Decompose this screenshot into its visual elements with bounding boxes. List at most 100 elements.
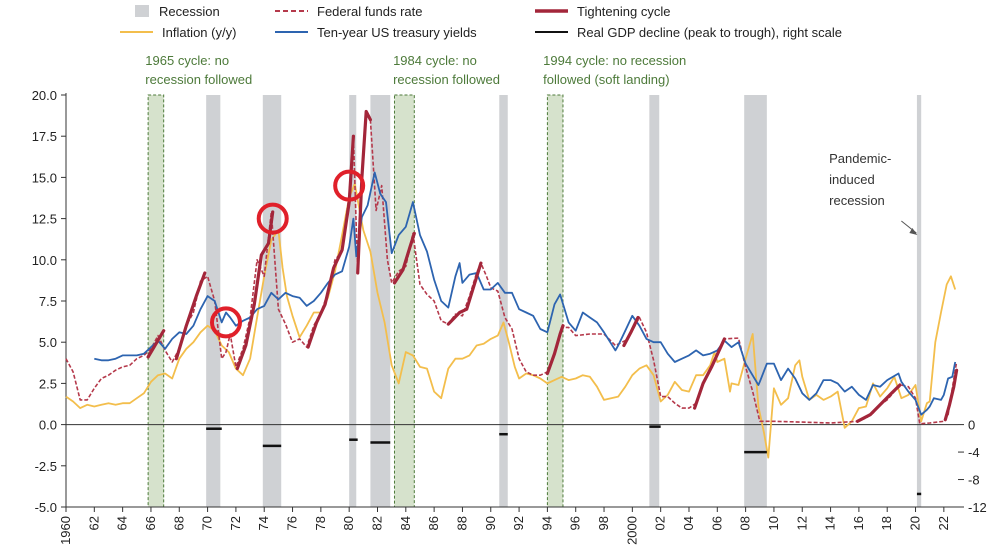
tightening-segment <box>174 271 207 361</box>
x-tick-label: 18 <box>879 516 894 530</box>
x-tick-label: 22 <box>936 516 951 530</box>
x-tick-label: 80 <box>341 516 356 530</box>
x-tick-label: 90 <box>483 516 498 530</box>
x-tick-label: 14 <box>823 516 838 530</box>
x-tick-label: 06 <box>709 516 724 530</box>
x-tick-label: 16 <box>851 516 866 530</box>
highlight-circle <box>256 202 289 235</box>
x-tick-label: 92 <box>511 516 526 530</box>
y-tick-label: 20.0 <box>32 88 57 103</box>
y-right-tick-label: -12 <box>968 500 987 515</box>
annotation-line: induced <box>829 172 875 187</box>
x-tick-label: 62 <box>86 516 101 530</box>
soft-landing-band <box>546 94 564 508</box>
recession-band <box>349 95 357 507</box>
fedfunds-line <box>65 110 958 425</box>
x-tick-label: 66 <box>143 516 158 530</box>
annotation-line: Pandemic- <box>829 151 891 166</box>
tightening-segment <box>622 315 640 348</box>
treasury-line <box>94 171 957 416</box>
annotation-line: 1994 cycle: no recession <box>543 53 686 68</box>
tightening-segment <box>943 368 959 422</box>
x-tick-label: 84 <box>398 516 413 530</box>
y-tick-label: 2.5 <box>39 376 57 391</box>
y-right-tick-label: -8 <box>968 473 980 488</box>
legend-label-gdp: Real GDP decline (peak to trough), right… <box>577 25 842 40</box>
tightening-segment <box>855 383 902 423</box>
x-tick-label: 78 <box>313 516 328 530</box>
x-tick-label: 74 <box>256 516 271 530</box>
x-tick-label: 68 <box>171 516 186 530</box>
x-tick-label: 20 <box>908 516 923 530</box>
x-tick-label: 08 <box>738 516 753 530</box>
x-tick-label: 70 <box>200 516 215 530</box>
annotation-line: recession <box>829 193 885 208</box>
y-tick-label: 10.0 <box>32 253 57 268</box>
legend-label-treasury: Ten-year US treasury yields <box>317 25 477 40</box>
y-tick-label: -5.0 <box>35 500 57 515</box>
x-tick-label: 04 <box>681 516 696 530</box>
soft-landing-band <box>393 94 415 508</box>
highlight-circle <box>333 169 366 202</box>
x-tick-label: 2000 <box>624 516 639 545</box>
series-lines <box>65 109 959 459</box>
y-tick-label: -2.5 <box>35 459 57 474</box>
recession-band <box>744 95 767 507</box>
y-tick-label: 15.0 <box>32 170 57 185</box>
legend-item-treasury: Ten-year US treasury yields <box>275 25 477 40</box>
x-tick-label: 12 <box>794 516 809 530</box>
tightening-segment <box>545 324 565 376</box>
x-tick-label: 88 <box>454 516 469 530</box>
y-tick-label: 5.0 <box>39 335 57 350</box>
legend-item-inflation: Inflation (y/y) <box>120 25 236 40</box>
annotation-line: recession followed <box>393 72 500 87</box>
tightening-segment <box>146 329 166 359</box>
legend-swatch-recession <box>135 5 149 17</box>
x-tick-label: 76 <box>285 516 300 530</box>
annotation-line: followed (soft landing) <box>543 72 669 87</box>
y-right-tick-label: -4 <box>968 445 980 460</box>
recession-bands <box>147 94 922 508</box>
tightening-segment <box>356 109 372 275</box>
legend: Recession Inflation (y/y) Federal funds ra… <box>120 4 842 40</box>
annotation-line: recession followed <box>145 72 252 87</box>
annotation-line: 1984 cycle: no <box>393 53 477 68</box>
highlight-circle <box>209 306 242 339</box>
soft-landing-band <box>147 94 165 508</box>
annotation-a1994: 1994 cycle: no recession followed (soft l… <box>543 53 686 87</box>
recession-band <box>499 95 508 507</box>
y-tick-label: 17.5 <box>32 129 57 144</box>
x-tick-label: 1960 <box>58 516 73 545</box>
x-tick-label: 86 <box>426 516 441 530</box>
gdp-declines <box>206 425 922 496</box>
legend-label-tightening: Tightening cycle <box>577 4 670 19</box>
legend-label-fedfunds: Federal funds rate <box>317 4 423 19</box>
y-tick-label: 7.5 <box>39 294 57 309</box>
legend-label-recession: Recession <box>159 4 220 19</box>
recession-band <box>649 95 660 507</box>
y-tick-label: 0.0 <box>39 418 57 433</box>
recession-band <box>262 95 282 507</box>
tightening-segment <box>306 134 355 349</box>
axes: 20.0 17.5 15.0 12.5 10.0 7.5 5.0 2.5 0.0 -2.5 -5.0… <box>32 88 987 545</box>
legend-label-inflation: Inflation (y/y) <box>162 25 236 40</box>
x-tick-label: 98 <box>596 516 611 530</box>
x-tick-label: 82 <box>369 516 384 530</box>
x-tick-label: 10 <box>766 516 781 530</box>
legend-item-recession: Recession <box>135 4 220 19</box>
legend-item-tightening: Tightening cycle <box>535 4 670 19</box>
annotation-a1965: 1965 cycle: no recession followed <box>145 53 252 87</box>
recession-band <box>916 95 922 507</box>
legend-item-gdp: Real GDP decline (peak to trough), right… <box>535 25 842 40</box>
annotation-pandemic: Pandemic-induced recession <box>829 151 918 235</box>
legend-item-fedfunds: Federal funds rate <box>275 4 423 19</box>
x-tick-label: 64 <box>115 516 130 530</box>
tightening-segment <box>446 261 483 326</box>
y-right-tick-label: 0 <box>968 418 975 433</box>
pandemic-arrow-head <box>909 228 918 235</box>
x-tick-label: 96 <box>568 516 583 530</box>
y-tick-label: 12.5 <box>32 212 57 227</box>
x-tick-label: 94 <box>539 516 554 530</box>
tightening-segment <box>392 231 416 285</box>
